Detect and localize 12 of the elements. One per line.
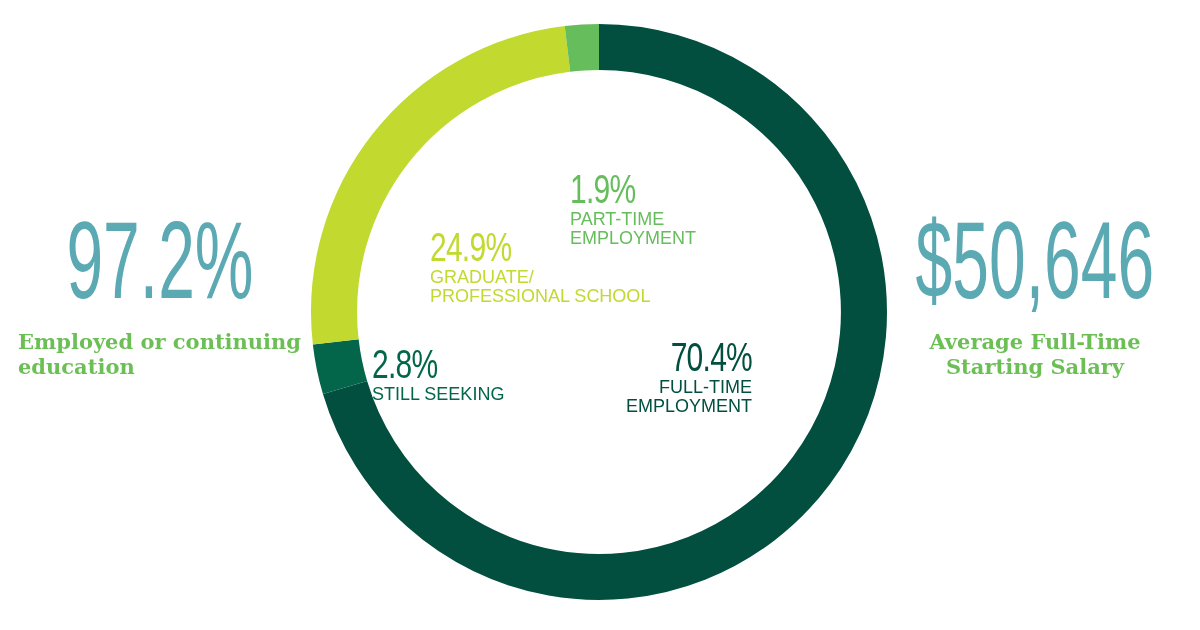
text: 97.2% [66,198,254,321]
data-label: 1.9% [570,167,637,211]
slice-label: GRADUATE/ PROFESSIONAL SCHOOL [430,267,652,306]
text: Employed or continuing education [17,329,303,379]
slice-label: STILL SEEKING [372,384,506,404]
slice-label: FULL-TIME EMPLOYMENT [624,377,752,416]
text: Average Full-Time Starting Salary [928,329,1142,379]
slice-label: PART-TIME EMPLOYMENT [570,209,698,248]
data-label: 70.4% [669,335,752,379]
text: $50,646 [915,198,1155,321]
data-label: 24.9% [430,225,512,269]
data-label: 2.8% [372,342,439,386]
